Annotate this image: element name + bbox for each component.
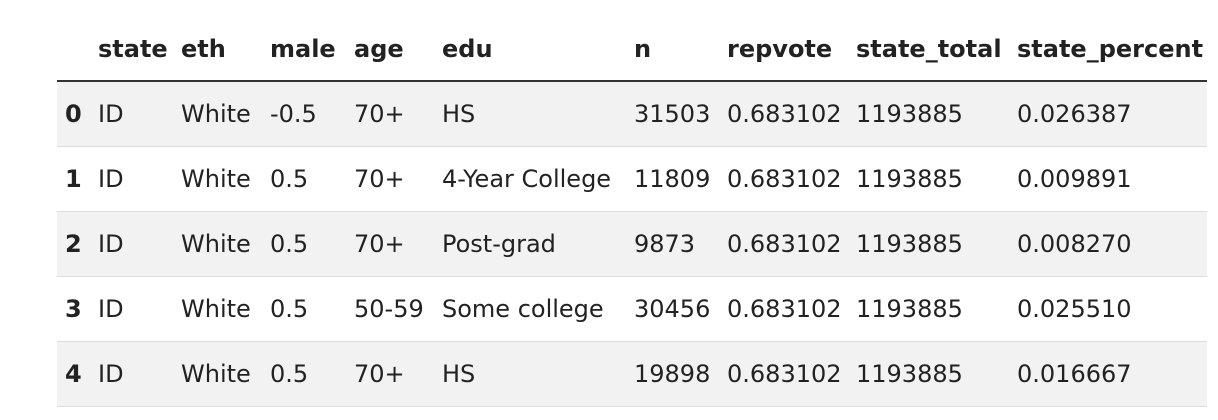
cell-state-total: 1193885: [856, 276, 1017, 342]
cell-edu: 4-Year College: [442, 146, 634, 212]
table-row: 0 ID White -0.5 70+ HS 31503 0.683102 11…: [57, 81, 1207, 147]
cell-eth: White: [181, 146, 270, 212]
cell-edu: Some college: [442, 276, 634, 342]
column-header-n: n: [634, 18, 727, 82]
cell-state-total: 1193885: [856, 341, 1017, 407]
cell-state-percent: 0.025510: [1017, 276, 1207, 342]
cell-age: 70+: [354, 81, 442, 147]
dataframe-table: state eth male age edu n repvote state_t…: [57, 18, 1207, 407]
cell-state-percent: 0.009891: [1017, 146, 1207, 212]
cell-n: 19898: [634, 341, 727, 407]
column-header-state-total: state_total: [856, 18, 1017, 82]
cell-age: 70+: [354, 146, 442, 212]
cell-eth: White: [181, 211, 270, 277]
cell-state-percent: 0.026387: [1017, 81, 1207, 147]
cell-eth: White: [181, 276, 270, 342]
cell-repvote: 0.683102: [727, 146, 856, 212]
table-row: 4 ID White 0.5 70+ HS 19898 0.683102 119…: [57, 341, 1207, 407]
cell-n: 30456: [634, 276, 727, 342]
table-row: 1 ID White 0.5 70+ 4-Year College 11809 …: [57, 146, 1207, 212]
cell-eth: White: [181, 341, 270, 407]
cell-repvote: 0.683102: [727, 211, 856, 277]
table-body: 0 ID White -0.5 70+ HS 31503 0.683102 11…: [57, 81, 1207, 407]
column-header-male: male: [270, 18, 354, 82]
cell-male: 0.5: [270, 211, 354, 277]
row-index: 1: [57, 146, 98, 212]
cell-state: ID: [98, 211, 181, 277]
cell-state-total: 1193885: [856, 146, 1017, 212]
table-row: 3 ID White 0.5 50-59 Some college 30456 …: [57, 276, 1207, 342]
column-header-edu: edu: [442, 18, 634, 82]
cell-male: 0.5: [270, 341, 354, 407]
column-header-state: state: [98, 18, 181, 82]
cell-n: 11809: [634, 146, 727, 212]
cell-eth: White: [181, 81, 270, 147]
cell-state-percent: 0.016667: [1017, 341, 1207, 407]
cell-state: ID: [98, 341, 181, 407]
cell-edu: HS: [442, 81, 634, 147]
column-header-state-percent: state_percent: [1017, 18, 1207, 82]
cell-repvote: 0.683102: [727, 341, 856, 407]
cell-edu: HS: [442, 341, 634, 407]
cell-state-percent: 0.008270: [1017, 211, 1207, 277]
cell-state-total: 1193885: [856, 81, 1017, 147]
header-row: state eth male age edu n repvote state_t…: [57, 18, 1207, 82]
table-header: state eth male age edu n repvote state_t…: [57, 18, 1207, 82]
cell-state: ID: [98, 276, 181, 342]
row-index: 0: [57, 81, 98, 147]
row-index: 4: [57, 341, 98, 407]
cell-male: 0.5: [270, 146, 354, 212]
cell-n: 9873: [634, 211, 727, 277]
cell-state: ID: [98, 81, 181, 147]
column-header-eth: eth: [181, 18, 270, 82]
cell-male: -0.5: [270, 81, 354, 147]
cell-age: 70+: [354, 211, 442, 277]
column-header-age: age: [354, 18, 442, 82]
cell-state: ID: [98, 146, 181, 212]
cell-repvote: 0.683102: [727, 81, 856, 147]
row-index: 2: [57, 211, 98, 277]
cell-age: 50-59: [354, 276, 442, 342]
cell-male: 0.5: [270, 276, 354, 342]
cell-n: 31503: [634, 81, 727, 147]
cell-repvote: 0.683102: [727, 276, 856, 342]
cell-state-total: 1193885: [856, 211, 1017, 277]
row-index: 3: [57, 276, 98, 342]
index-header: [57, 18, 98, 82]
dataframe-container: state eth male age edu n repvote state_t…: [57, 18, 1207, 407]
cell-age: 70+: [354, 341, 442, 407]
column-header-repvote: repvote: [727, 18, 856, 82]
table-row: 2 ID White 0.5 70+ Post-grad 9873 0.6831…: [57, 211, 1207, 277]
cell-edu: Post-grad: [442, 211, 634, 277]
